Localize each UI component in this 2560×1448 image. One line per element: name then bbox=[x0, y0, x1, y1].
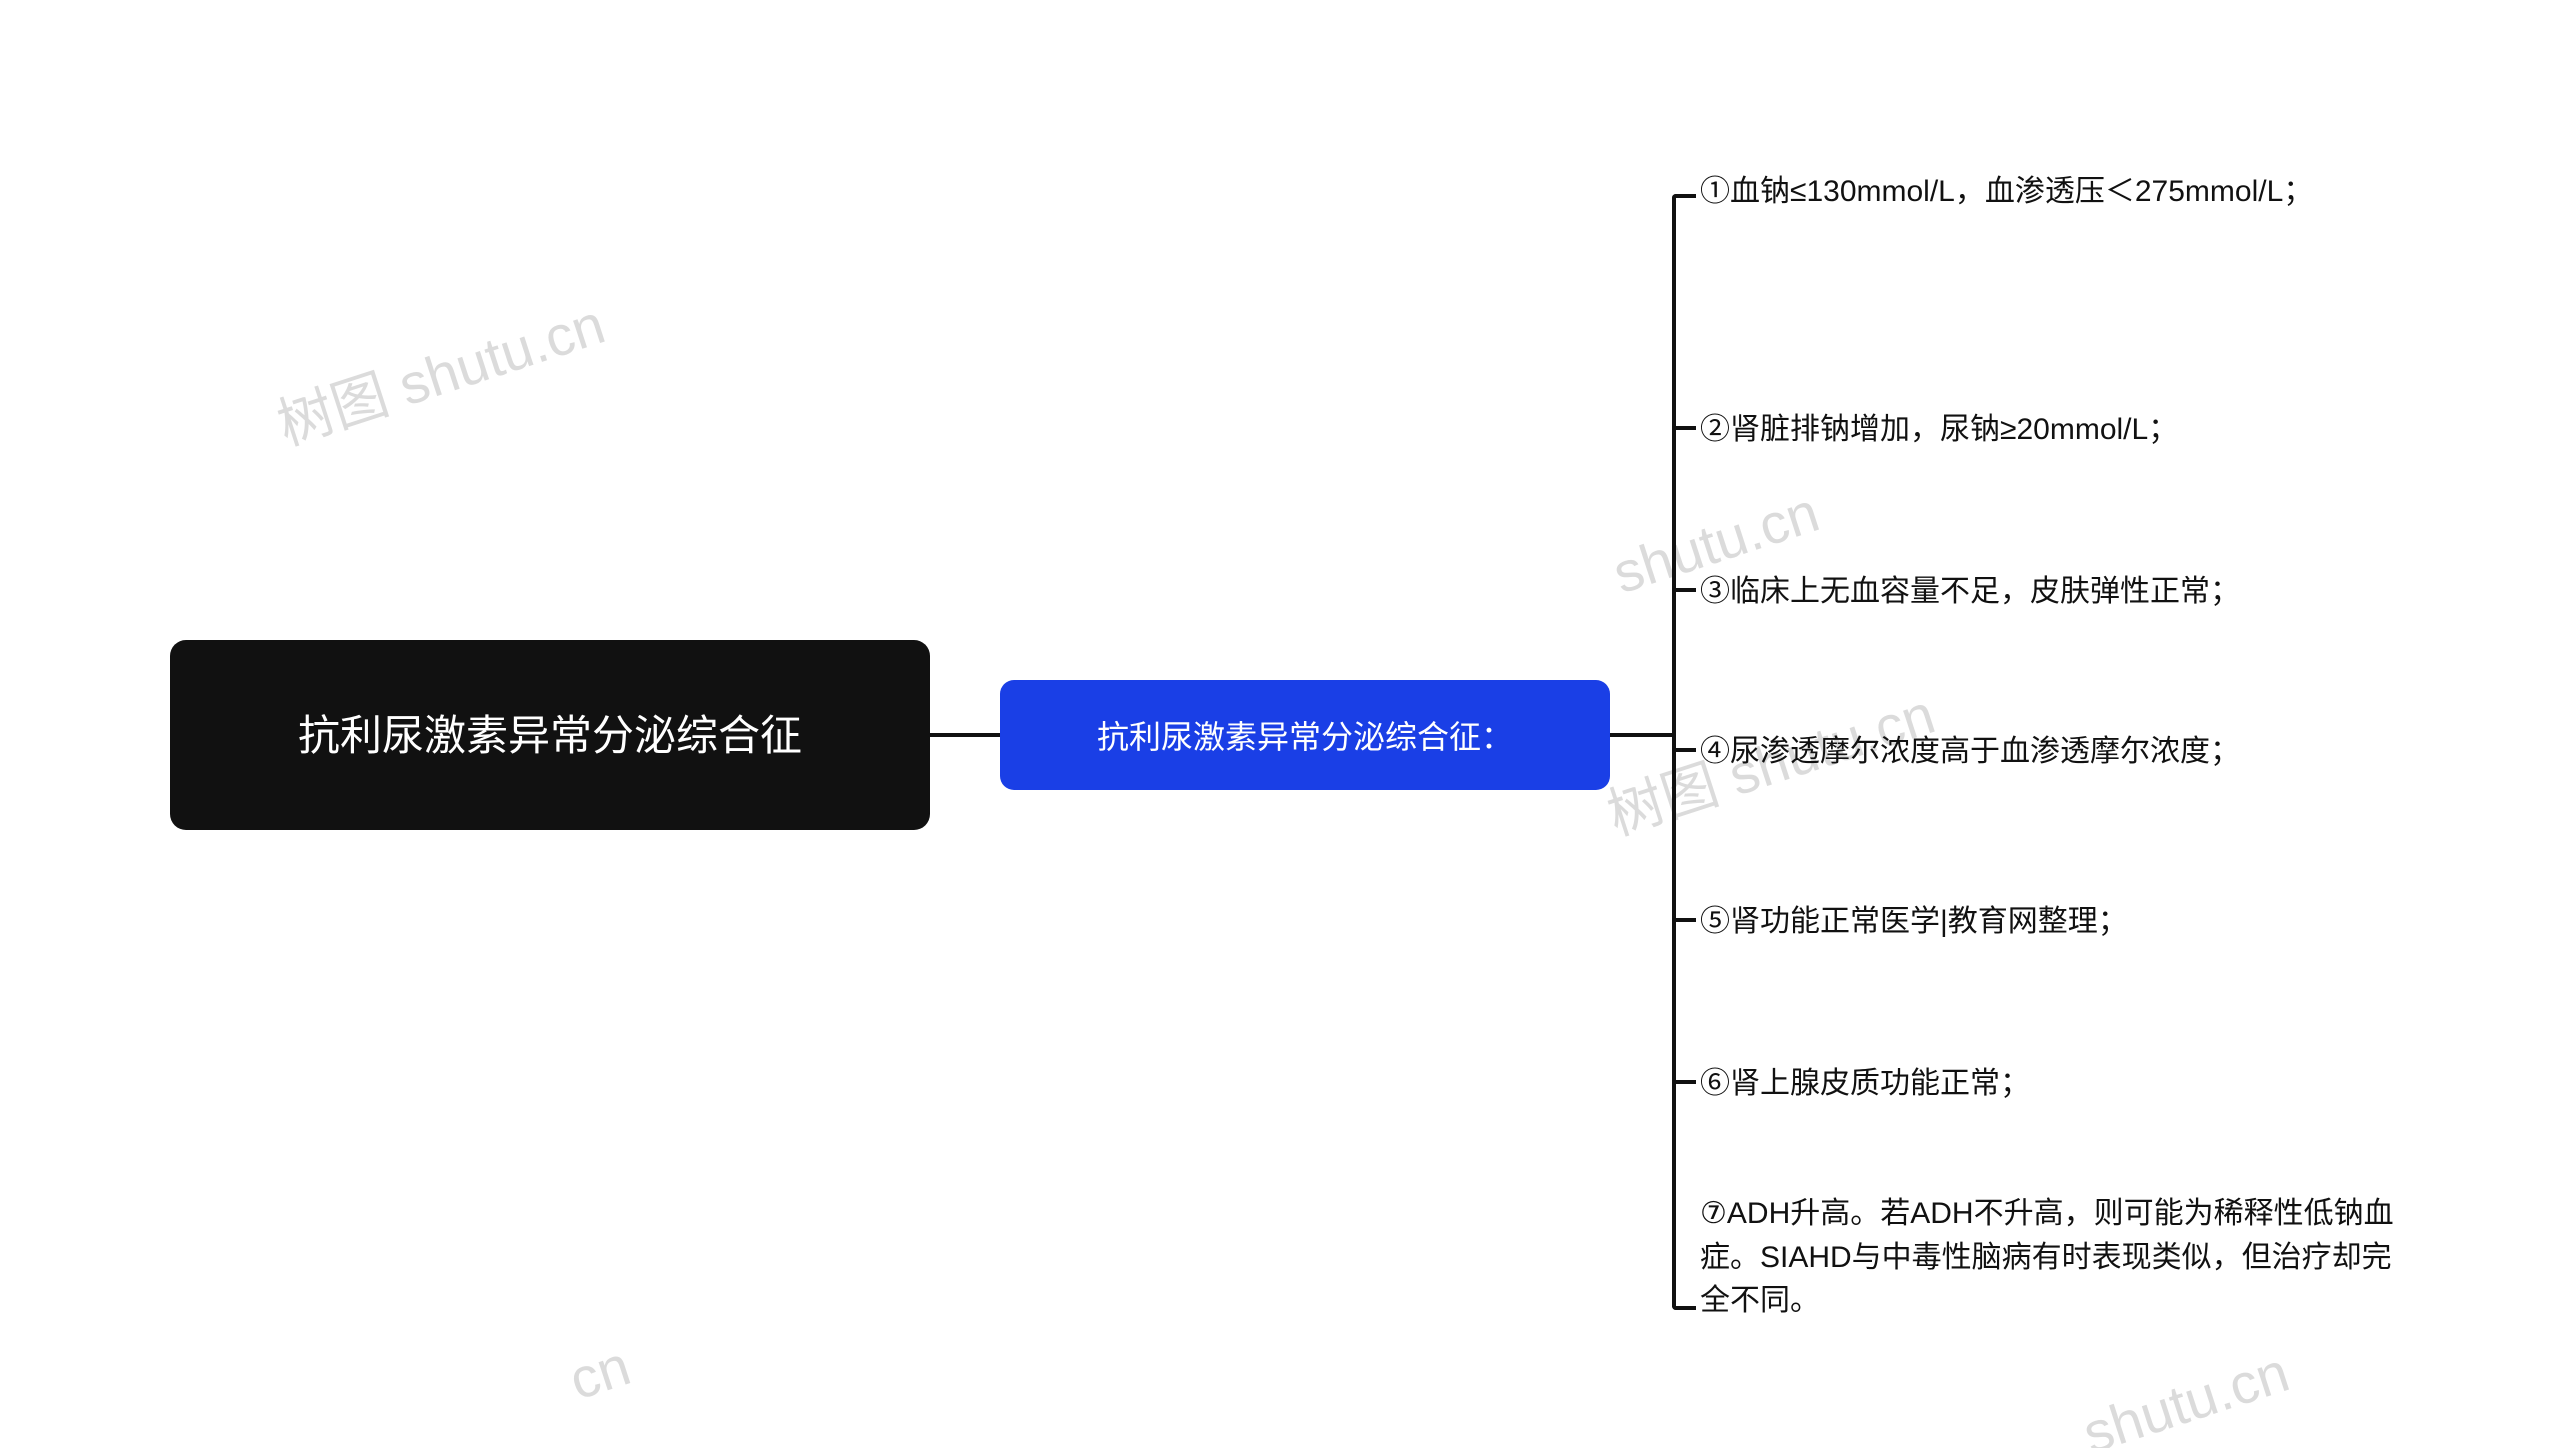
bracket-tick bbox=[1672, 748, 1696, 752]
root-node[interactable]: 抗利尿激素异常分泌综合征 bbox=[170, 640, 930, 830]
watermark: 树图 shutu.cn bbox=[266, 280, 614, 462]
bracket-tick bbox=[1672, 1306, 1696, 1310]
leaf-label: ③临床上无血容量不足，皮肤弹性正常； bbox=[1700, 570, 2240, 614]
leaf-node[interactable]: ②肾脏排钠增加，尿钠≥20mmol/L； bbox=[1700, 408, 2420, 452]
leaf-node[interactable]: ③临床上无血容量不足，皮肤弹性正常； bbox=[1700, 570, 2420, 614]
leaf-node[interactable]: ⑦ADH升高。若ADH不升高，则可能为稀释性低钠血症。SIAHD与中毒性脑病有时… bbox=[1700, 1192, 2420, 1323]
watermark: cn bbox=[561, 1332, 637, 1412]
bracket-tick bbox=[1672, 588, 1696, 592]
leaf-label: ①血钠≤130mmol/L，血渗透压＜275mmol/L； bbox=[1700, 170, 2313, 214]
leaf-label: ⑦ADH升高。若ADH不升高，则可能为稀释性低钠血症。SIAHD与中毒性脑病有时… bbox=[1700, 1192, 2420, 1323]
leaf-node[interactable]: ⑤肾功能正常医学|教育网整理； bbox=[1700, 900, 2420, 944]
bracket-tick bbox=[1672, 1080, 1696, 1084]
root-label: 抗利尿激素异常分泌综合征 bbox=[298, 704, 802, 767]
leaf-label: ②肾脏排钠增加，尿钠≥20mmol/L； bbox=[1700, 408, 2178, 452]
connector-branch-bracket bbox=[1610, 733, 1672, 737]
leaf-node[interactable]: ⑥肾上腺皮质功能正常； bbox=[1700, 1062, 2420, 1106]
mindmap-canvas: 树图 shutu.cn shutu.cn 树图 shutu.cn cn shut… bbox=[0, 0, 2560, 1448]
watermark: shutu.cn bbox=[2075, 1339, 2296, 1448]
bracket bbox=[1672, 194, 1676, 1310]
bracket-tick bbox=[1672, 918, 1696, 922]
leaf-label: ⑥肾上腺皮质功能正常； bbox=[1700, 1062, 2030, 1106]
leaf-label: ⑤肾功能正常医学|教育网整理； bbox=[1700, 900, 2128, 944]
bracket-tick bbox=[1672, 194, 1696, 198]
leaf-label: ④尿渗透摩尔浓度高于血渗透摩尔浓度； bbox=[1700, 730, 2240, 774]
branch-node[interactable]: 抗利尿激素异常分泌综合征： bbox=[1000, 680, 1610, 790]
bracket-tick bbox=[1672, 426, 1696, 430]
leaf-node[interactable]: ①血钠≤130mmol/L，血渗透压＜275mmol/L； bbox=[1700, 170, 2420, 214]
leaf-node[interactable]: ④尿渗透摩尔浓度高于血渗透摩尔浓度； bbox=[1700, 730, 2420, 774]
branch-label: 抗利尿激素异常分泌综合征： bbox=[1097, 712, 1513, 758]
connector-root-branch bbox=[930, 733, 1000, 737]
